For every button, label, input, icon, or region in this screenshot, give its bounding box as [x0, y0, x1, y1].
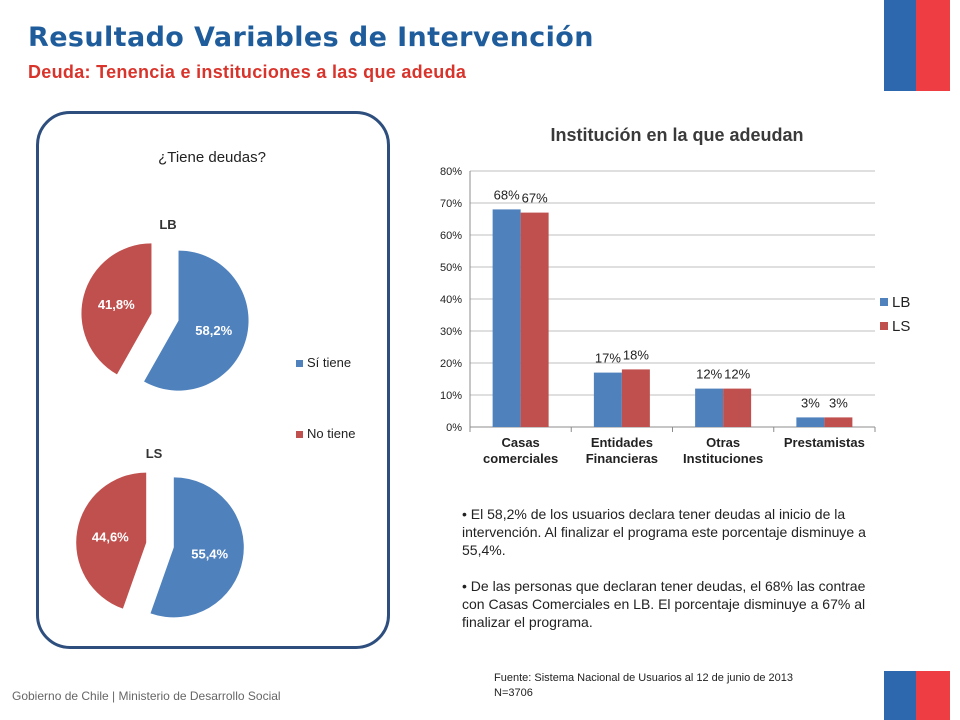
x-category-label: Instituciones [683, 451, 763, 466]
chile-flag-logo-bottom [884, 671, 950, 720]
x-category-label: Otras [706, 435, 740, 450]
x-category-label: Entidades [591, 435, 653, 450]
bar-value-label: 18% [623, 347, 649, 362]
x-category-label: Financieras [586, 451, 658, 466]
y-tick-label: 0% [446, 422, 462, 434]
bar-ls [723, 388, 752, 427]
bar-lb [492, 209, 521, 427]
flag-blue-stripe [884, 671, 916, 720]
note-item: • De las personas que declaran tener deu… [462, 578, 866, 630]
pie-slice-si [150, 477, 244, 618]
y-tick-label: 70% [440, 198, 462, 210]
flag-red-stripe [916, 0, 950, 91]
note-item: • El 58,2% de los usuarios declara tener… [462, 506, 866, 558]
chile-flag-logo-top [884, 0, 950, 91]
bar-chart-title: Institución en la que adeudan [550, 125, 803, 145]
pie-charts-panel [36, 111, 390, 649]
y-tick-label: 20% [440, 358, 462, 370]
legend-label: LS [892, 318, 910, 335]
y-tick-label: 40% [440, 294, 462, 306]
flag-red-stripe [916, 671, 950, 720]
bar-value-label: 3% [829, 395, 848, 410]
y-tick-label: 80% [440, 166, 462, 178]
pie-value-label: 55,4% [191, 547, 228, 562]
bar-value-label: 12% [724, 367, 750, 382]
legend-swatch-lb [880, 298, 888, 306]
pie-slice-no [76, 472, 147, 609]
x-category-label: Casas [501, 435, 539, 450]
legend-swatch [296, 360, 303, 367]
source-note: Fuente: Sistema Nacional de Usuarios al … [494, 671, 793, 701]
flag-blue-stripe [884, 0, 916, 91]
notes-list: • El 58,2% de los usuarios declara tener… [462, 505, 882, 649]
bar-lb [796, 417, 825, 427]
pie-group-label: LS [146, 446, 163, 461]
bar-lb [593, 372, 622, 427]
bar-ls [520, 212, 549, 427]
bar-value-label: 3% [801, 395, 820, 410]
pie-slice-no [81, 243, 152, 375]
pie-value-label: 41,8% [98, 297, 135, 312]
sample-size: N=3706 [494, 687, 533, 699]
y-tick-label: 30% [440, 326, 462, 338]
legend-label: No tiene [307, 426, 355, 441]
pie-value-label: 44,6% [92, 529, 129, 544]
bar-value-label: 17% [595, 351, 621, 366]
y-tick-label: 10% [440, 390, 462, 402]
legend-label: Sí tiene [307, 355, 351, 370]
x-category-label: comerciales [483, 451, 558, 466]
pie-value-label: 58,2% [195, 323, 232, 338]
x-category-label: Prestamistas [784, 435, 865, 450]
note-text-1: El 58,2% de los usuarios declara tener d… [462, 506, 866, 558]
bar-ls [824, 417, 853, 427]
bar-value-label: 67% [522, 191, 548, 206]
source-line: Fuente: Sistema Nacional de Usuarios al … [494, 672, 794, 684]
page-subtitle: Deuda: Tenencia e instituciones a las qu… [28, 62, 467, 82]
bar-value-label: 12% [696, 367, 722, 382]
page-title: Resultado Variables de Intervención [28, 22, 594, 53]
y-tick-label: 60% [440, 230, 462, 242]
legend-label: LB [892, 294, 910, 311]
bar-value-label: 68% [494, 187, 520, 202]
legend-swatch [296, 431, 303, 438]
bar-ls [621, 369, 650, 427]
footer-text: Gobierno de Chile | Ministerio de Desarr… [12, 689, 281, 703]
legend-swatch-ls [880, 322, 888, 330]
bar-lb [695, 388, 724, 427]
y-tick-label: 50% [440, 262, 462, 274]
pie-group-label: LB [159, 217, 176, 232]
pie-slice-si [144, 250, 249, 391]
note-text-2: De las personas que declaran tener deuda… [462, 578, 866, 630]
pie-title: ¿Tiene deudas? [158, 149, 266, 166]
